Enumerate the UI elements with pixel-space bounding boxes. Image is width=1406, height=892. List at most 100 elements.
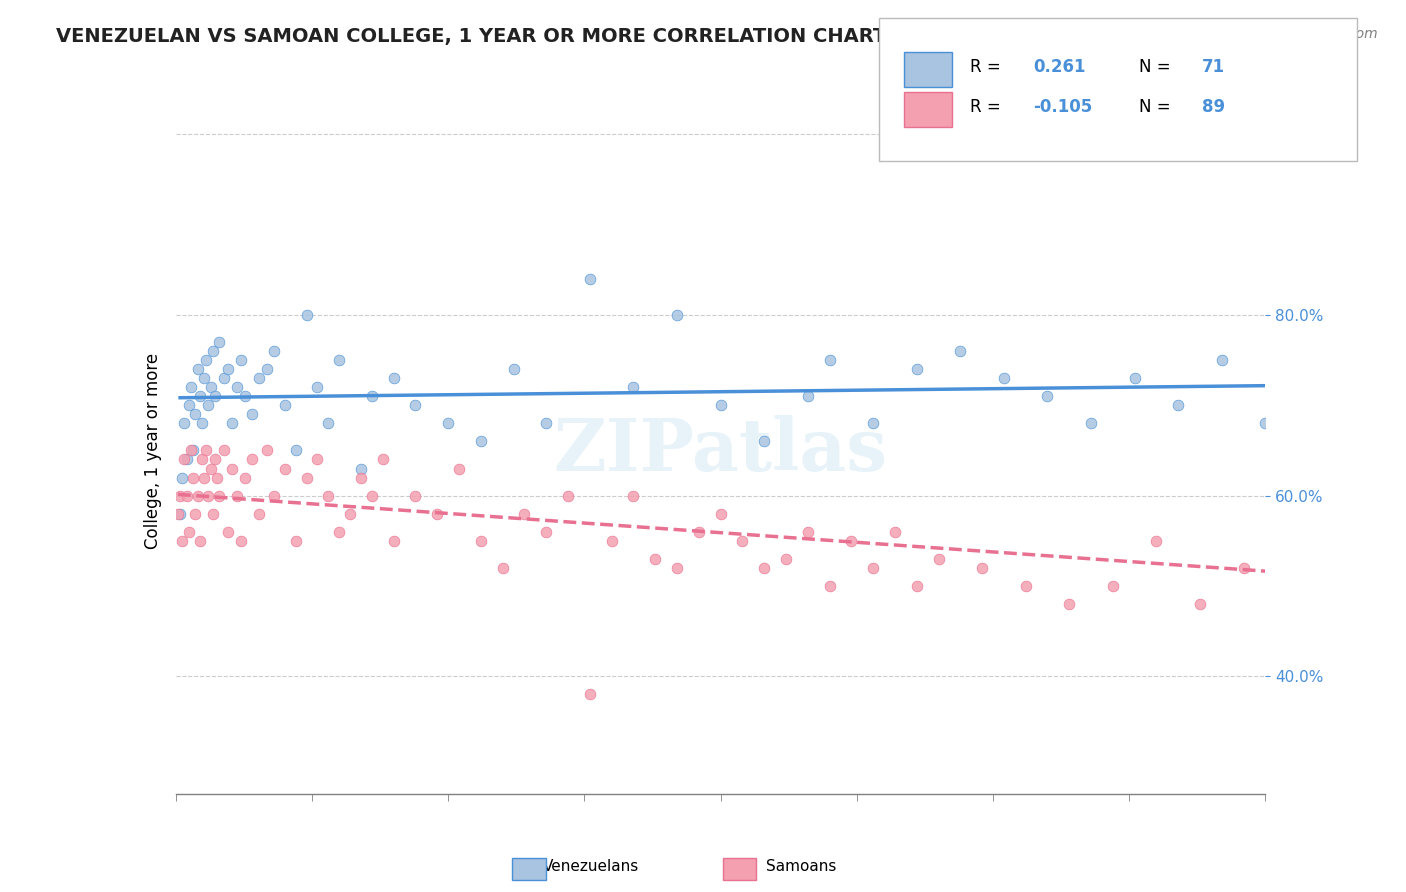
Point [197,398,219,412]
Point [191,417,214,431]
Point [169,507,191,521]
Point [225,380,247,394]
Point [197,489,219,503]
Text: N =: N = [1139,98,1175,116]
Point [470,434,492,449]
Point [405,398,427,412]
Point [181,470,204,484]
Point [928,552,950,566]
Point [1146,533,1168,548]
Point [169,489,191,503]
Point [212,371,235,385]
Point [177,398,200,412]
Text: ZIPatlas: ZIPatlas [554,415,887,486]
Point [371,452,394,467]
Point [1167,398,1189,412]
Point [180,443,202,458]
Point [263,489,285,503]
Text: 71: 71 [1202,58,1225,76]
Point [240,407,263,421]
Point [754,434,776,449]
Point [688,524,710,539]
Point [235,389,257,403]
Point [188,533,211,548]
Point [666,561,689,575]
Point [666,308,689,322]
Point [1211,353,1233,368]
Text: VENEZUELAN VS SAMOAN COLLEGE, 1 YEAR OR MORE CORRELATION CHART: VENEZUELAN VS SAMOAN COLLEGE, 1 YEAR OR … [56,27,887,45]
Point [177,524,200,539]
Point [339,507,361,521]
Point [557,489,579,503]
Point [841,533,863,548]
Point [200,461,222,475]
Point [361,389,384,403]
Point [193,470,215,484]
Point [263,344,285,359]
Point [905,579,928,593]
Point [204,389,226,403]
Point [240,452,263,467]
Point [862,417,884,431]
Point [1277,579,1299,593]
Point [534,417,557,431]
Point [176,489,198,503]
Point [797,389,820,403]
Point [1036,389,1059,403]
Point [1123,371,1146,385]
Point [173,452,195,467]
Point [295,308,318,322]
Point [600,533,623,548]
Point [993,371,1015,385]
Text: -0.105: -0.105 [1033,98,1092,116]
Point [350,461,373,475]
Point [405,489,427,503]
Point [208,489,231,503]
Point [231,533,253,548]
Point [201,344,224,359]
Point [318,489,340,503]
Point [754,561,776,575]
Point [221,417,243,431]
Point [176,452,198,467]
Point [426,507,449,521]
Point [534,524,557,539]
Point [247,507,270,521]
Point [328,524,350,539]
Text: N =: N = [1139,58,1175,76]
Point [208,334,231,349]
Point [1080,417,1102,431]
Point [382,533,405,548]
Point [502,362,524,376]
Point [186,362,209,376]
Point [350,470,373,484]
Point [492,561,515,575]
Point [284,443,307,458]
Point [172,533,194,548]
Point [470,533,492,548]
Point [307,452,329,467]
Point [1364,597,1386,611]
Point [905,362,928,376]
Point [1189,597,1212,611]
Point [225,489,247,503]
Text: 89: 89 [1202,98,1225,116]
Point [231,353,253,368]
Point [191,452,214,467]
Point [204,452,226,467]
Point [1059,597,1081,611]
Point [186,489,209,503]
Point [172,470,194,484]
Point [328,353,350,368]
Point [1102,579,1125,593]
Point [274,461,297,475]
Point [579,271,602,285]
Point [193,371,215,385]
Point [247,371,270,385]
Point [221,461,243,475]
Point [579,688,602,702]
Point [200,380,222,394]
Text: R =: R = [970,98,1007,116]
Point [1364,308,1386,322]
Point [235,470,257,484]
